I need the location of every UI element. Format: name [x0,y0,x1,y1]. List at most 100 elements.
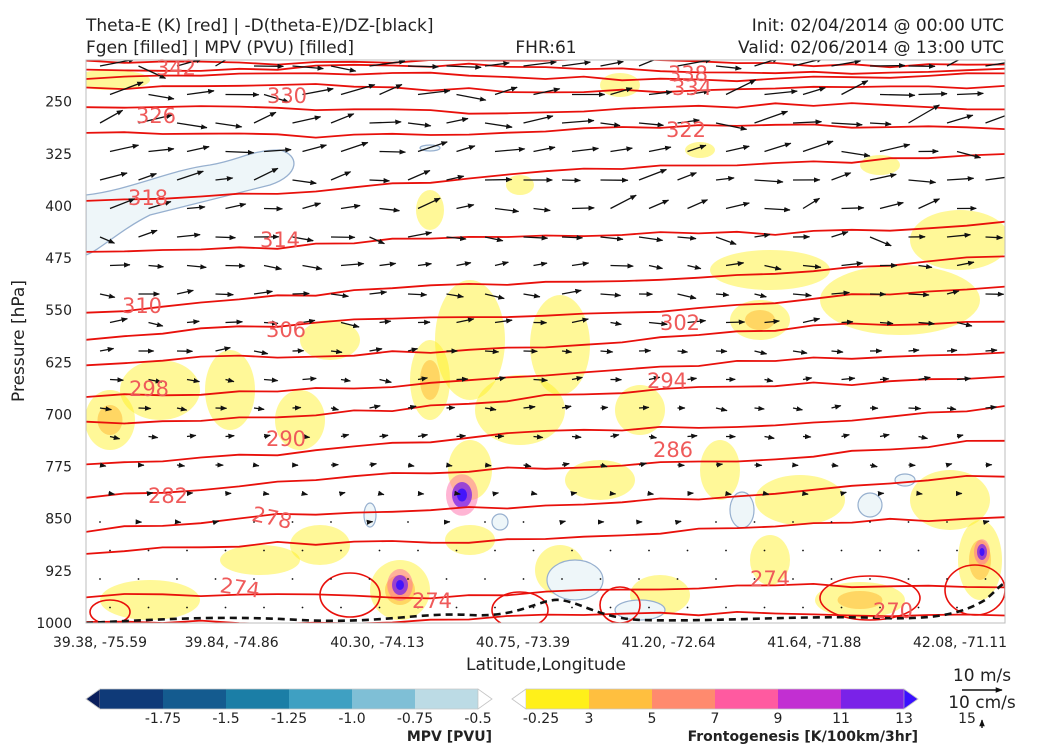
wind-vector [677,118,700,124]
wind-vector [186,89,215,96]
wind-vector [186,549,188,552]
wind-vector [494,606,496,609]
wind-vector [715,65,742,71]
wind-vector [677,348,689,355]
wind-vector [494,549,496,552]
wind-vector [946,348,958,354]
wind-vector [215,122,243,129]
y-tick-label: 1000 [36,616,72,632]
wind-vector [369,178,391,184]
colorbar-tick-label: -0.25 [523,711,559,727]
wind-vector [869,462,878,468]
wind-vector [186,204,206,211]
wind-vector [176,578,178,580]
wind-vector [252,462,260,468]
theta-e-contour [86,62,1005,75]
wind-vector [764,434,775,440]
colorbar-tip-right [903,688,919,710]
wind-vector [985,115,1005,124]
wind-vector [610,433,620,439]
wind-vector [215,346,231,352]
y-tick-label: 625 [45,355,72,371]
wind-vector [561,235,584,241]
wind-vector [715,292,730,298]
wind-vector [677,235,697,241]
wind-vector [176,232,201,238]
wind-vector [715,578,717,580]
wind-vector [956,606,958,609]
fgen-blob [685,142,715,158]
theta-e-label: 294 [647,369,687,393]
reference-vector-vertical: 10 cm/s [948,693,1016,713]
fgen-blob [820,265,980,335]
wind-vector [417,433,429,439]
wind-vector [715,462,724,468]
theta-e-label: 306 [266,318,306,342]
theta-e-contour [86,610,1005,623]
wind-vector [600,462,608,468]
theta-e-label: 274 [412,589,452,613]
fgen-max-core [457,488,467,502]
wind-vector [561,177,582,183]
wind-vector [802,86,826,96]
wind-vector [686,606,689,609]
wind-vector [302,202,322,210]
wind-vector [417,141,448,153]
wind-vector [302,318,316,324]
wind-vector [869,521,871,523]
wind-vector [638,122,665,128]
wind-vector [302,376,317,382]
wind-vector [802,606,804,609]
theta-e-contour [86,153,1005,202]
fgen-blob [120,360,200,420]
theta-e-contour [86,351,1005,398]
wind-vector [263,320,279,326]
colorbar-tick-label: -0.5 [464,711,491,727]
wind-vector [146,491,154,497]
wind-vector [802,317,821,324]
wind-vector [754,350,768,356]
x-tick-label: 40.30, -74.13 [330,635,424,651]
wind-vector [99,462,107,468]
wind-vector [147,606,150,609]
wind-vector [494,376,507,382]
wind-vector [879,376,890,382]
wind-vector [330,113,355,124]
wind-vector [253,289,274,295]
wind-vector [99,171,128,181]
wind-vector [841,80,869,96]
wind-vector [869,578,871,580]
wind-vector [879,143,911,153]
wind-vector [186,378,201,384]
wind-vector [522,521,525,523]
wind-vector [648,375,661,382]
theta-e-closed-contour [491,591,549,623]
wind-vector [792,292,812,298]
wind-vector [648,264,664,270]
wind-vector [225,202,247,210]
wind-vector [869,236,892,247]
wind-vector [764,319,780,325]
theta-e-closed-contour [89,599,131,623]
wind-vector [677,172,698,181]
wind-vector [869,121,892,127]
wind-vector [724,490,732,496]
wind-vector [340,321,360,329]
wind-vector [225,319,244,325]
wind-vector [417,376,429,382]
fgen-blob [600,73,640,97]
wind-vector [407,578,409,580]
wind-vector [802,264,822,270]
wind-vector [212,520,220,526]
wind-vector [407,292,428,298]
y-tick-label: 550 [45,303,72,319]
wind-vector [446,117,469,124]
wind-vector [918,264,933,270]
wind-vector [841,376,856,382]
wind-vector [253,350,269,356]
wind-vector [137,578,140,580]
wind-vector [840,606,843,609]
wind-vector [378,606,381,609]
x-tick-label: 41.20, -72.64 [622,635,716,651]
wind-vector [570,491,578,497]
